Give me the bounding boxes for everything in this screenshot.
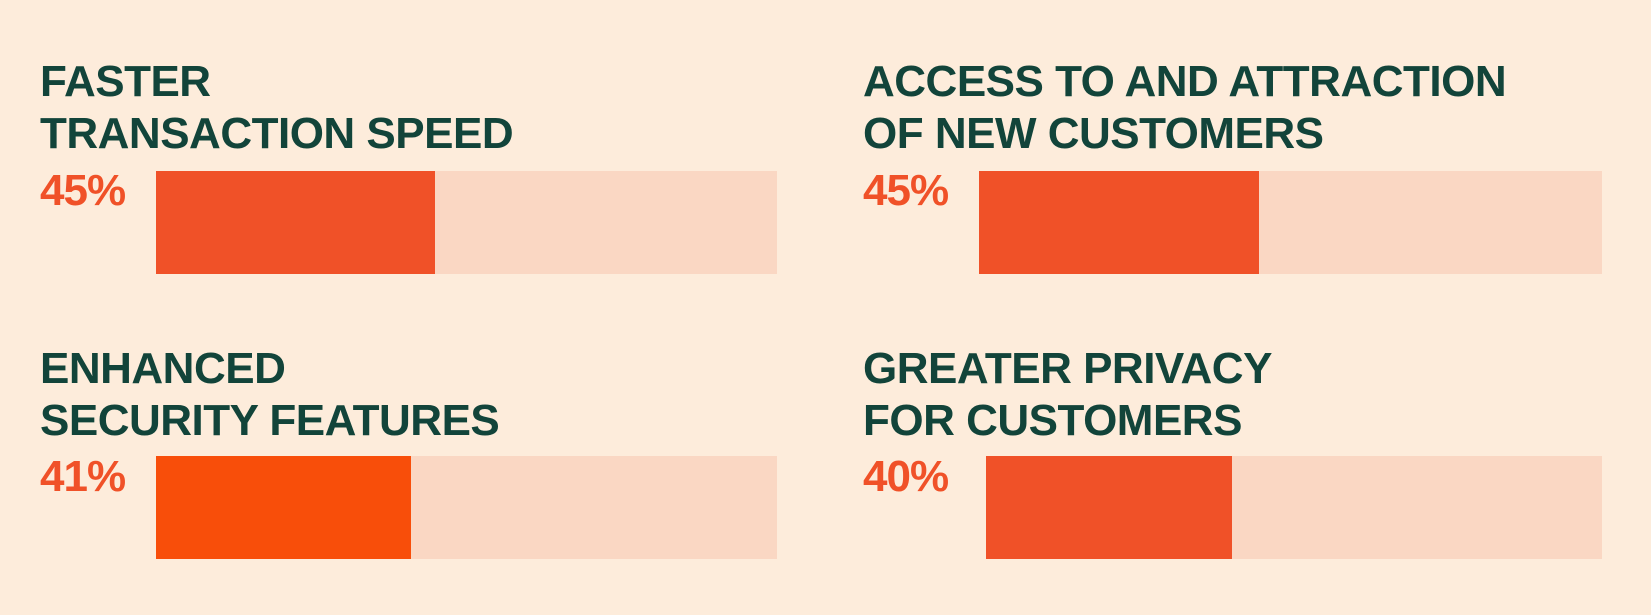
bar-title: GREATER PRIVACY FOR CUSTOMERS <box>863 344 1272 445</box>
bar-fill <box>156 171 436 274</box>
bar-value-label: 40% <box>863 452 949 501</box>
bar-track <box>156 456 777 559</box>
bar-value-label: 45% <box>40 166 126 215</box>
bar-fill <box>986 456 1233 559</box>
bar-panel-access-new-customers: ACCESS TO AND ATTRACTION OF NEW CUSTOMER… <box>863 56 1623 276</box>
bar-panel-faster-transaction-speed: FASTER TRANSACTION SPEED 45% <box>40 56 800 276</box>
bar-track <box>986 456 1602 559</box>
bar-fill <box>979 171 1260 274</box>
bar-panel-enhanced-security: ENHANCED SECURITY FEATURES 41% <box>40 343 800 563</box>
bar-fill <box>156 456 411 559</box>
bar-value-label: 41% <box>40 452 126 501</box>
bar-title: ACCESS TO AND ATTRACTION OF NEW CUSTOMER… <box>863 57 1507 158</box>
bar-track <box>156 171 777 274</box>
bar-panel-greater-privacy: GREATER PRIVACY FOR CUSTOMERS 40% <box>863 343 1623 563</box>
bar-track <box>979 171 1602 274</box>
bar-title: FASTER TRANSACTION SPEED <box>40 57 514 158</box>
bar-value-label: 45% <box>863 166 949 215</box>
bar-title: ENHANCED SECURITY FEATURES <box>40 344 500 445</box>
